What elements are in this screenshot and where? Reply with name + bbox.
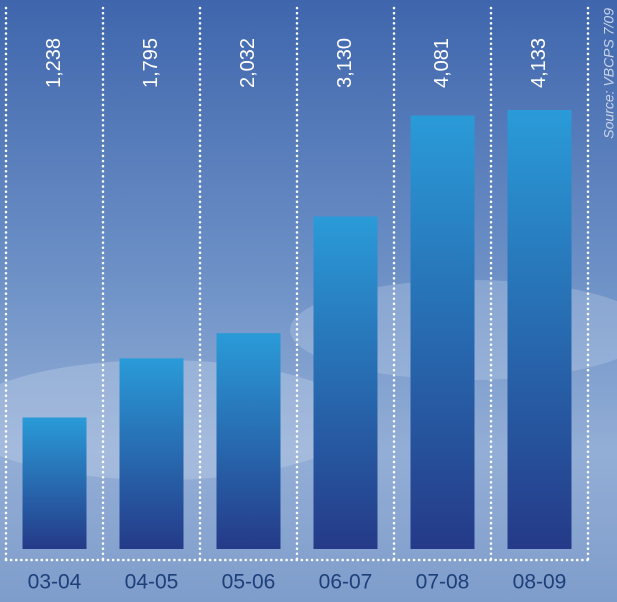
value-label: 3,130	[334, 38, 356, 88]
bar	[313, 216, 378, 549]
x-tick-label: 08-09	[513, 571, 567, 594]
bar	[216, 333, 281, 549]
bar	[119, 358, 184, 549]
bar	[507, 110, 572, 549]
x-tick-label: 03-04	[28, 571, 82, 594]
source-note: Source: VBCPS 7/09	[601, 8, 617, 139]
value-label: 1,795	[140, 38, 162, 88]
value-label: 4,133	[528, 38, 550, 88]
value-label: 2,032	[237, 38, 259, 88]
value-label: 4,081	[431, 38, 453, 88]
x-tick-label: 06-07	[319, 571, 373, 594]
value-label: 1,238	[43, 38, 65, 88]
x-tick-label: 07-08	[416, 571, 470, 594]
bar	[22, 417, 87, 549]
bar	[410, 115, 475, 549]
x-tick-label: 04-05	[125, 571, 179, 594]
x-tick-label: 05-06	[222, 571, 276, 594]
